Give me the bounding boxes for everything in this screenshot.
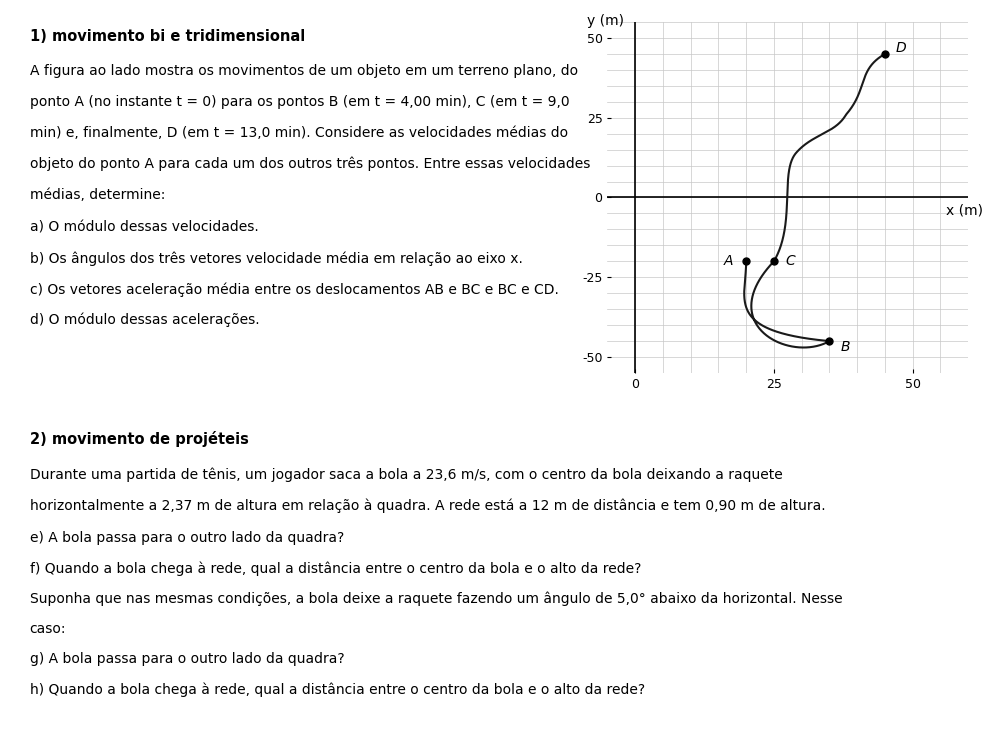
Text: b) Os ângulos dos três vetores velocidade média em relação ao eixo x.: b) Os ângulos dos três vetores velocidad… bbox=[30, 251, 523, 265]
Text: objeto do ponto A para cada um dos outros três pontos. Entre essas velocidades: objeto do ponto A para cada um dos outro… bbox=[30, 157, 590, 172]
Text: horizontalmente a 2,37 m de altura em relação à quadra. A rede está a 12 m de di: horizontalmente a 2,37 m de altura em re… bbox=[30, 498, 825, 512]
Text: Suponha que nas mesmas condições, a bola deixe a raquete fazendo um ângulo de 5,: Suponha que nas mesmas condições, a bola… bbox=[30, 592, 842, 606]
Text: h) Quando a bola chega à rede, qual a distância entre o centro da bola e o alto : h) Quando a bola chega à rede, qual a di… bbox=[30, 682, 645, 697]
Text: C: C bbox=[785, 254, 794, 268]
Text: médias, determine:: médias, determine: bbox=[30, 188, 165, 202]
Text: x (m): x (m) bbox=[947, 203, 983, 217]
Text: A figura ao lado mostra os movimentos de um objeto em um terreno plano, do: A figura ao lado mostra os movimentos de… bbox=[30, 64, 578, 78]
Text: y (m): y (m) bbox=[587, 15, 624, 29]
Text: c) Os vetores aceleração média entre os deslocamentos AB e BC e BC e CD.: c) Os vetores aceleração média entre os … bbox=[30, 282, 558, 297]
Text: a) O módulo dessas velocidades.: a) O módulo dessas velocidades. bbox=[30, 221, 259, 235]
Text: B: B bbox=[841, 341, 850, 355]
Text: 1) movimento bi e tridimensional: 1) movimento bi e tridimensional bbox=[30, 29, 305, 44]
Text: min) e, finalmente, D (em t = 13,0 min). Considere as velocidades médias do: min) e, finalmente, D (em t = 13,0 min).… bbox=[30, 126, 568, 140]
Text: D: D bbox=[896, 40, 907, 54]
Text: f) Quando a bola chega à rede, qual a distância entre o centro da bola e o alto : f) Quando a bola chega à rede, qual a di… bbox=[30, 561, 641, 576]
Text: d) O módulo dessas acelerações.: d) O módulo dessas acelerações. bbox=[30, 313, 259, 328]
Text: Durante uma partida de tênis, um jogador saca a bola a 23,6 m/s, com o centro da: Durante uma partida de tênis, um jogador… bbox=[30, 468, 782, 482]
Text: g) A bola passa para o outro lado da quadra?: g) A bola passa para o outro lado da qua… bbox=[30, 652, 344, 666]
Text: e) A bola passa para o outro lado da quadra?: e) A bola passa para o outro lado da qua… bbox=[30, 531, 344, 545]
Text: A: A bbox=[724, 254, 733, 268]
Text: 2) movimento de projéteis: 2) movimento de projéteis bbox=[30, 430, 249, 446]
Text: ponto A (no instante t = 0) para os pontos B (em t = 4,00 min), C (em t = 9,0: ponto A (no instante t = 0) para os pont… bbox=[30, 95, 569, 109]
Text: caso:: caso: bbox=[30, 622, 66, 636]
